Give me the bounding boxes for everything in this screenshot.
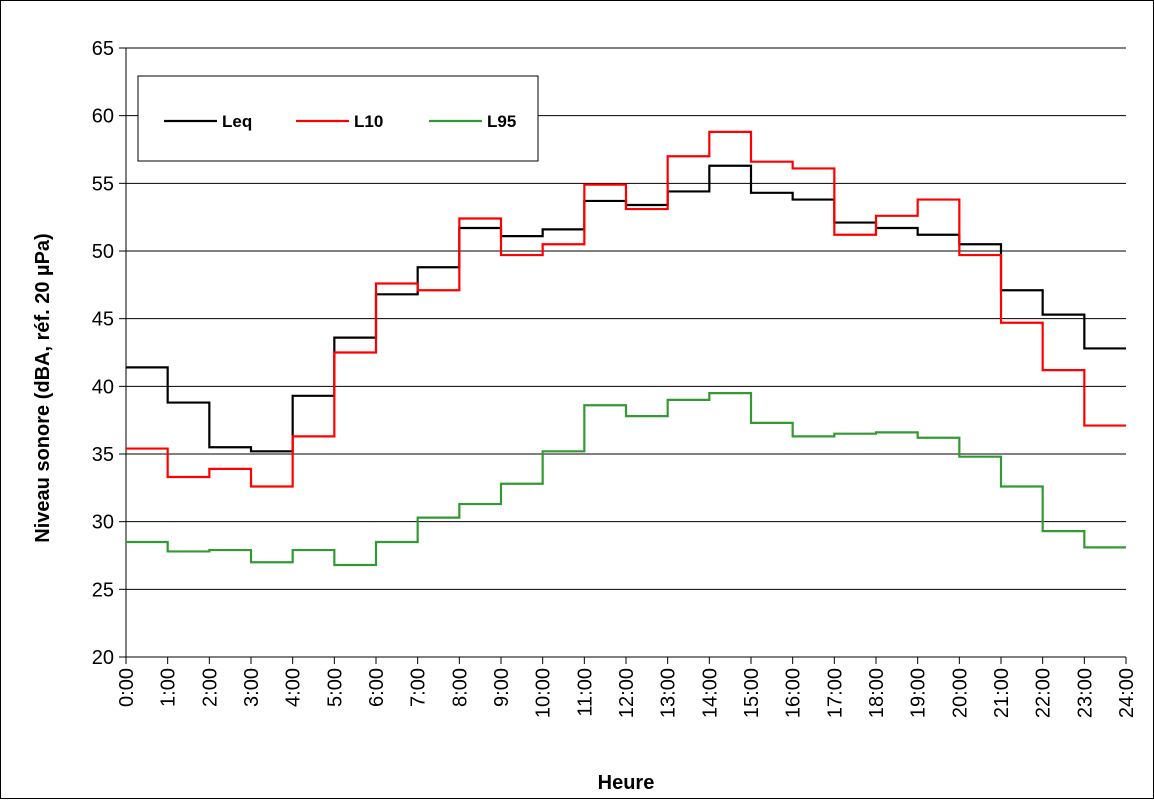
x-tick-label: 1:00 — [158, 668, 180, 707]
x-tick-label: 13:00 — [658, 668, 680, 718]
x-tick-label: 22:00 — [1033, 668, 1055, 718]
x-tick-label: 3:00 — [241, 668, 263, 707]
x-tick-label: 12:00 — [616, 668, 638, 718]
y-tick-label: 30 — [92, 512, 114, 534]
x-tick-label: 19:00 — [908, 668, 930, 718]
x-axis-title: Heure — [598, 772, 655, 794]
x-tick-label: 7:00 — [408, 668, 430, 707]
x-tick-label: 9:00 — [491, 668, 513, 707]
x-tick-label: 21:00 — [991, 668, 1013, 718]
y-tick-label: 65 — [92, 38, 114, 60]
x-tick-labels: 0:00 1:00 2:00 3:00 4:00 5:00 6:00 7:00 8:00 9:00… — [116, 668, 1138, 718]
legend-label-l95: L95 — [487, 112, 516, 131]
y-tick-label: 25 — [92, 579, 114, 601]
x-tick-label: 8:00 — [449, 668, 471, 707]
y-tick-label: 20 — [92, 647, 114, 669]
x-tick-label: 23:00 — [1074, 668, 1096, 718]
y-axis-title: Niveau sonore (dBA, réf. 20 µPa) — [32, 233, 54, 542]
series-line-l10 — [126, 130, 1126, 488]
legend-label-l10: L10 — [354, 112, 383, 131]
x-tick-label: 2:00 — [199, 668, 221, 707]
x-tick-label: 15:00 — [741, 668, 763, 718]
x-tick-label: 4:00 — [283, 668, 305, 707]
legend-label-leq: Leq — [222, 112, 252, 131]
axes — [119, 47, 1127, 664]
legend-box — [137, 75, 539, 162]
y-tick-label: 55 — [92, 173, 114, 195]
x-tick-label: 11:00 — [574, 668, 596, 717]
x-tick-label: 14:00 — [699, 668, 721, 718]
x-tick-label: 5:00 — [324, 668, 346, 707]
series-line-l95 — [126, 392, 1126, 567]
y-tick-label: 60 — [92, 106, 114, 128]
y-tick-labels: 20 25 30 35 40 45 50 55 60 65 — [92, 38, 114, 669]
y-tick-label: 35 — [92, 444, 114, 466]
x-tick-label: 6:00 — [366, 668, 388, 707]
series-lines — [126, 130, 1126, 567]
legend: Leq L10 L95 — [137, 75, 539, 162]
y-tick-label: 50 — [92, 241, 114, 263]
x-tick-label: 10:00 — [533, 668, 555, 718]
x-tick-label: 17:00 — [824, 668, 846, 718]
x-tick-label: 16:00 — [783, 668, 805, 718]
x-tick-label: 18:00 — [866, 668, 888, 718]
x-tick-label: 0:00 — [116, 668, 138, 707]
x-tick-label: 24:00 — [1116, 668, 1138, 718]
x-tick-label: 20:00 — [949, 668, 971, 718]
y-tick-label: 40 — [92, 376, 114, 398]
y-tick-label: 45 — [92, 309, 114, 331]
